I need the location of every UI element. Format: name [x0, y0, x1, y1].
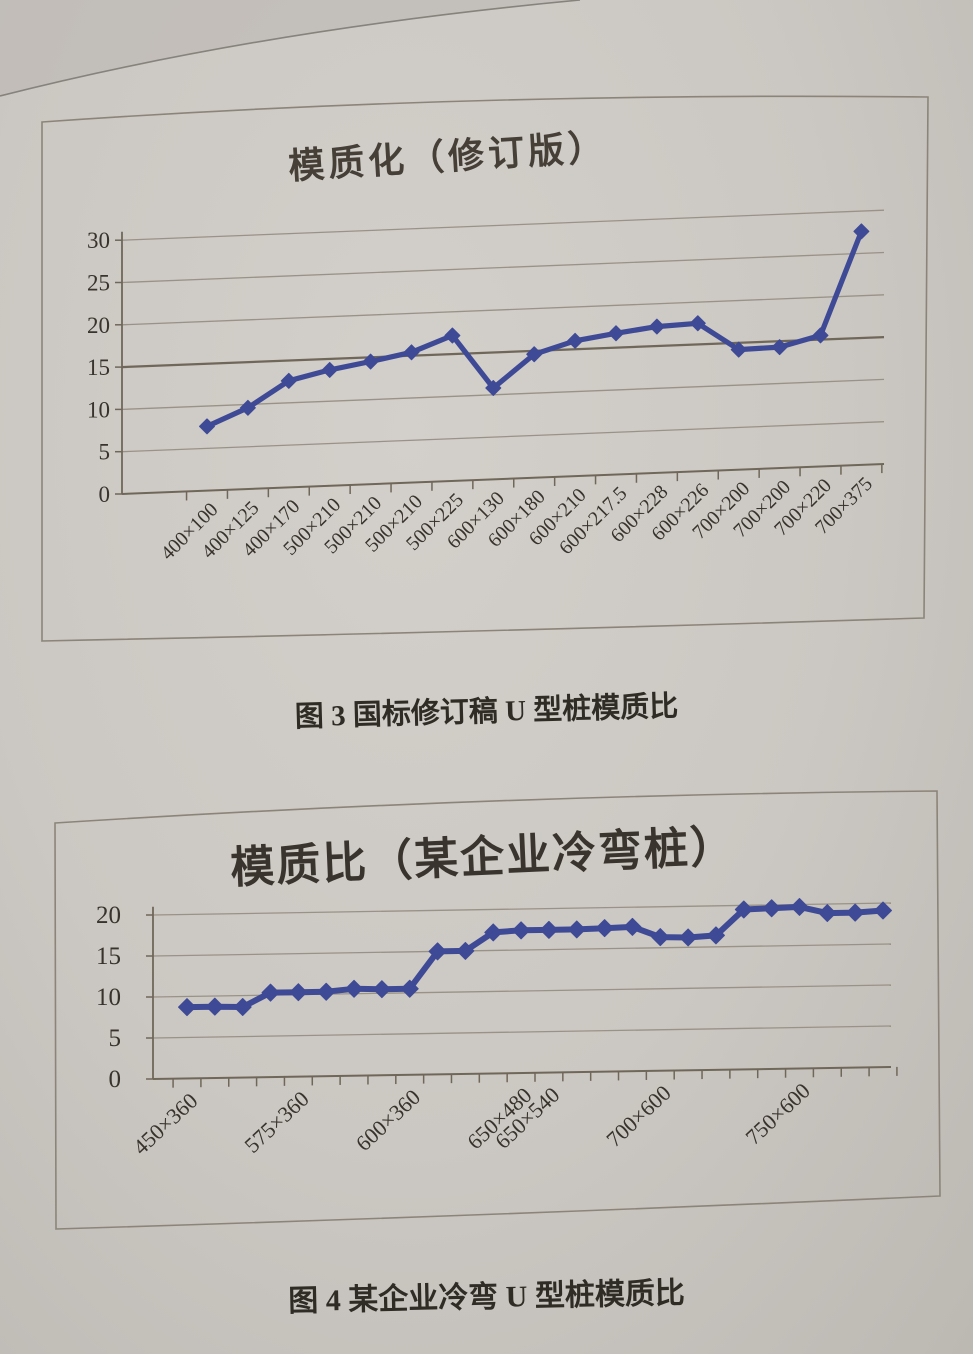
svg-text:20: 20	[87, 313, 110, 338]
svg-text:10: 10	[96, 984, 121, 1011]
chart1-canvas: 051015202530400×100400×125400×170500×210…	[41, 95, 929, 642]
svg-text:5: 5	[109, 1025, 122, 1052]
svg-text:750×600: 750×600	[740, 1078, 814, 1150]
svg-text:450×360: 450×360	[128, 1088, 202, 1160]
figure3-caption: 图 3 国标修订稿 U 型桩模质比	[294, 690, 679, 734]
svg-text:20: 20	[96, 902, 121, 929]
figure4-chart-frame: 0 5 10 15 20 450×360 575×360 600×360 650×480 650×…	[53, 783, 943, 1235]
figure3-chart-frame: 0 5 10 15 20 25 30 400×100 400×125 400×170 500×210…	[38, 90, 932, 646]
svg-text:15: 15	[96, 943, 121, 970]
svg-text:0: 0	[109, 1066, 122, 1093]
svg-text:25: 25	[87, 271, 110, 296]
svg-text:700×600: 700×600	[601, 1080, 675, 1152]
svg-text:30: 30	[87, 228, 110, 253]
svg-text:0: 0	[99, 482, 111, 507]
svg-text:5: 5	[99, 440, 111, 465]
svg-text:15: 15	[87, 355, 110, 380]
svg-text:10: 10	[87, 397, 110, 422]
svg-text:600×360: 600×360	[351, 1084, 425, 1156]
figure4-caption: 图 4 某企业冷弯 U 型桩模质比	[287, 1276, 686, 1319]
svg-text:575×360: 575×360	[239, 1086, 313, 1158]
